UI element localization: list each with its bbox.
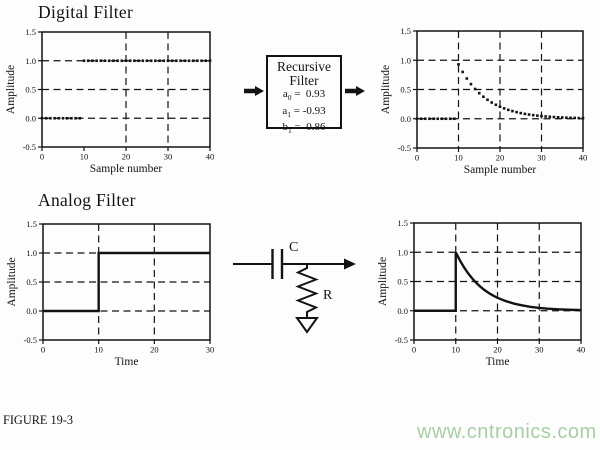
- svg-text:Time: Time: [115, 356, 139, 368]
- resistor-symbol: [295, 264, 319, 317]
- svg-text:20: 20: [496, 153, 505, 163]
- svg-text:0.5: 0.5: [397, 277, 408, 287]
- svg-text:1.5: 1.5: [26, 219, 37, 229]
- coef-a1-value: = -0.93: [291, 104, 326, 117]
- svg-text:-0.5: -0.5: [398, 143, 411, 153]
- coef-b1-base: b: [282, 121, 289, 134]
- svg-text:1.5: 1.5: [400, 26, 411, 36]
- analog-filter-title: Analog Filter: [38, 190, 136, 210]
- svg-text:40: 40: [579, 153, 588, 163]
- coefficient-a0: a0 = 0.93: [268, 88, 340, 105]
- svg-text:-0.5: -0.5: [24, 335, 37, 345]
- svg-text:1.0: 1.0: [26, 248, 37, 258]
- svg-text:Amplitude: Amplitude: [377, 257, 389, 306]
- coef-a0-sub: 0: [287, 93, 292, 103]
- svg-text:Amplitude: Amplitude: [6, 257, 18, 306]
- svg-text:0.5: 0.5: [400, 85, 411, 95]
- svg-text:0.5: 0.5: [26, 277, 37, 287]
- coef-a0-value: = 0.93: [291, 88, 326, 100]
- coefficient-a1: a1 = -0.93: [268, 105, 340, 122]
- analog-output-plot: 0 10 20 30 40 -0.5 0.0 0.5 1.0 1.5 Time Amplitude: [377, 218, 585, 368]
- recursive-filter-label-line2: Filter: [289, 73, 319, 88]
- figure-caption: FIGURE 19-3 Single pole high-pass filter…: [3, 387, 546, 450]
- svg-text:0: 0: [415, 153, 419, 163]
- svg-text:0.0: 0.0: [400, 114, 411, 124]
- svg-text:1.0: 1.0: [400, 55, 411, 65]
- svg-text:Amplitude: Amplitude: [5, 65, 17, 114]
- ground-symbol: [295, 317, 319, 334]
- coef-a1-sub: 1: [287, 109, 291, 119]
- digital-input-plot: 0 10 20 30 40 -0.5 0.0 0.5 1.0 1.5 Sample number Am…: [5, 27, 214, 175]
- recursive-filter-label-line1: Recursive: [277, 59, 331, 74]
- svg-text:10: 10: [94, 345, 103, 355]
- svg-text:40: 40: [206, 152, 215, 162]
- svg-text:Amplitude: Amplitude: [380, 65, 392, 114]
- flow-arrow-right-icon: [345, 86, 365, 96]
- coef-a1-base: a: [282, 104, 288, 117]
- svg-text:20: 20: [493, 345, 502, 355]
- svg-text:20: 20: [122, 152, 131, 162]
- svg-text:0.0: 0.0: [26, 306, 37, 316]
- svg-text:30: 30: [535, 345, 544, 355]
- analog-input-plot: 0 10 20 30 -0.5 0.0 0.5 1.0 1.5 Time Amplitude: [6, 219, 214, 368]
- svg-text:1.5: 1.5: [397, 218, 408, 228]
- svg-text:0.5: 0.5: [25, 85, 36, 95]
- svg-text:0.0: 0.0: [25, 113, 36, 123]
- svg-text:-0.5: -0.5: [23, 142, 36, 152]
- capacitor-symbol: [271, 249, 284, 279]
- svg-text:0: 0: [41, 345, 45, 355]
- coef-a0-base: a: [282, 88, 288, 100]
- watermark: www.cntronics.com: [417, 421, 597, 443]
- signal-arrow-icon: [344, 258, 356, 270]
- resistor-label: R: [323, 288, 333, 303]
- svg-text:-0.5: -0.5: [395, 335, 408, 345]
- recursive-filter-box: Recursive Filter a0 = 0.93 a1 = -0.93 b1…: [266, 55, 342, 136]
- digital-output-plot: 0 10 20 30 40 -0.5 0.0 0.5 1.0 1.5 Sample number Am…: [380, 26, 587, 176]
- svg-text:0: 0: [40, 152, 44, 162]
- svg-text:10: 10: [452, 345, 461, 355]
- svg-text:0: 0: [412, 345, 416, 355]
- digital-filter-title: Digital Filter: [38, 2, 134, 22]
- flow-arrow-left-icon: [244, 86, 264, 96]
- capacitor-label: C: [289, 240, 298, 255]
- coef-b1-sub: 1: [288, 126, 292, 136]
- svg-text:10: 10: [454, 153, 463, 163]
- svg-text:1.5: 1.5: [25, 27, 36, 37]
- svg-text:30: 30: [537, 153, 546, 163]
- svg-text:30: 30: [206, 345, 215, 355]
- coef-b1-value: = 0.86: [291, 121, 326, 134]
- svg-text:Sample number: Sample number: [90, 163, 163, 175]
- svg-text:1.0: 1.0: [25, 56, 36, 66]
- svg-text:10: 10: [80, 152, 89, 162]
- svg-text:40: 40: [577, 345, 586, 355]
- coefficient-b1: b1 = 0.86: [268, 121, 340, 138]
- svg-text:20: 20: [150, 345, 159, 355]
- svg-text:0.0: 0.0: [397, 306, 408, 316]
- figure-label: FIGURE 19-3: [3, 413, 74, 428]
- svg-text:1.0: 1.0: [397, 247, 408, 257]
- svg-text:30: 30: [164, 152, 173, 162]
- svg-text:Time: Time: [486, 356, 510, 368]
- svg-text:Sample number: Sample number: [464, 164, 537, 176]
- rc-circuit-diagram: C R: [233, 240, 356, 334]
